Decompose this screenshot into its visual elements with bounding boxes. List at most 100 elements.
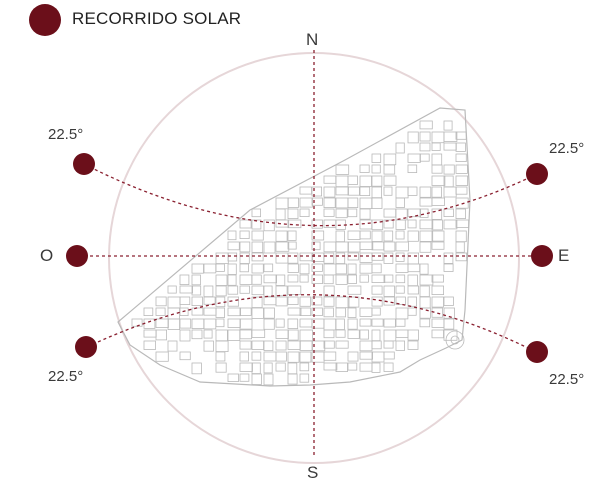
map-block [191, 307, 204, 316]
map-block [299, 197, 313, 208]
map-block [383, 329, 397, 342]
map-block [215, 329, 228, 342]
map-block [287, 230, 297, 241]
map-block [419, 296, 431, 309]
map-block [443, 120, 453, 131]
map-block [251, 351, 262, 361]
map-block [335, 186, 349, 196]
winter-sun-path [86, 294, 537, 353]
map-block [251, 362, 261, 375]
map-block [251, 208, 262, 218]
map-block [263, 351, 277, 362]
map-block [227, 307, 242, 317]
map-block [407, 307, 417, 316]
map-block [323, 318, 337, 331]
map-block [287, 285, 302, 295]
map-block [335, 175, 349, 188]
map-block [275, 340, 287, 351]
map-block [227, 241, 240, 251]
map-block [455, 131, 467, 140]
map-block [335, 263, 347, 275]
map-block [431, 219, 443, 231]
map-block [311, 263, 323, 272]
map-block [311, 241, 321, 251]
map-block [419, 274, 434, 286]
sun-dot-icon [66, 245, 88, 267]
map-block [359, 362, 373, 372]
map-block [347, 230, 361, 240]
map-block [419, 153, 430, 162]
sun-dot-icon [531, 245, 553, 267]
map-block [215, 274, 228, 286]
map-block [227, 329, 241, 341]
map-block [359, 351, 374, 360]
map-block [251, 307, 264, 319]
legend-label: RECORRIDO SOLAR [72, 9, 242, 28]
map-block [323, 285, 335, 297]
map-block [311, 340, 326, 352]
map-block [443, 142, 457, 151]
map-block [215, 351, 226, 362]
map-block [179, 285, 194, 294]
map-block [431, 318, 445, 328]
map-block [383, 351, 395, 360]
map-block [263, 307, 275, 319]
map-block [275, 296, 288, 307]
map-block [251, 285, 265, 296]
map-block [371, 362, 381, 373]
map-block [323, 307, 334, 318]
map-block [155, 329, 168, 341]
sun-dot-icon [526, 341, 548, 363]
map-block [455, 252, 468, 262]
map-block [431, 131, 445, 144]
map-block [203, 318, 217, 330]
map-block [263, 219, 275, 232]
map-block [383, 208, 397, 218]
map-block [383, 186, 393, 196]
west-label: O [40, 246, 54, 265]
map-block [227, 318, 241, 328]
map-block [167, 285, 177, 294]
map-block [431, 142, 441, 151]
map-block [455, 197, 469, 209]
map-block [263, 274, 278, 284]
map-block [239, 318, 253, 330]
map-block [347, 241, 361, 253]
map-block [383, 362, 394, 372]
map-block [335, 296, 350, 309]
map-block [335, 164, 350, 175]
map-block [323, 241, 337, 253]
map-block [347, 318, 358, 330]
map-block [407, 186, 418, 196]
angle-label-upper-left: 22.5° [48, 126, 84, 143]
map-block [443, 307, 455, 319]
map-block [287, 252, 299, 264]
map-block [371, 351, 385, 363]
map-block [299, 296, 312, 307]
map-block [455, 142, 466, 152]
map-block [275, 329, 289, 339]
map-block [323, 175, 337, 184]
sun-dot-icon [73, 153, 95, 175]
map-block [395, 263, 409, 273]
map-block [359, 307, 373, 317]
map-block [311, 186, 323, 197]
map-block [191, 263, 204, 274]
map-block [407, 230, 419, 242]
map-block [323, 296, 335, 307]
map-block [395, 274, 406, 284]
map-block [347, 329, 360, 339]
map-block [419, 186, 432, 198]
map-block [371, 274, 386, 283]
map-block [347, 285, 362, 295]
map-block [395, 296, 406, 305]
map-block [323, 329, 335, 339]
map-block [191, 296, 203, 307]
map-block [407, 153, 421, 163]
roundabout-center [450, 335, 460, 345]
map-block [287, 318, 299, 330]
map-block [299, 274, 309, 283]
map-block [263, 285, 273, 297]
map-block [359, 219, 373, 230]
map-block [215, 263, 225, 272]
